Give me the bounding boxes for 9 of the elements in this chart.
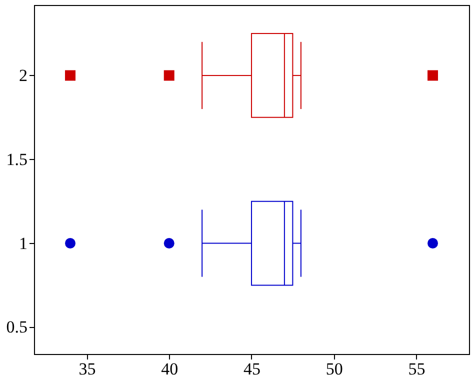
y-tick-label: 1 (19, 234, 28, 253)
y-tick-label: 0.5 (6, 318, 28, 337)
x-tick-label: 50 (326, 360, 343, 378)
x-tick-label: 40 (161, 360, 178, 378)
y-tick-label: 2 (19, 66, 28, 85)
y-tick-label: 1.5 (6, 150, 28, 169)
x-tick-label: 55 (408, 360, 426, 378)
x-tick-label: 45 (244, 360, 260, 378)
x-tick-label: 35 (78, 360, 96, 378)
